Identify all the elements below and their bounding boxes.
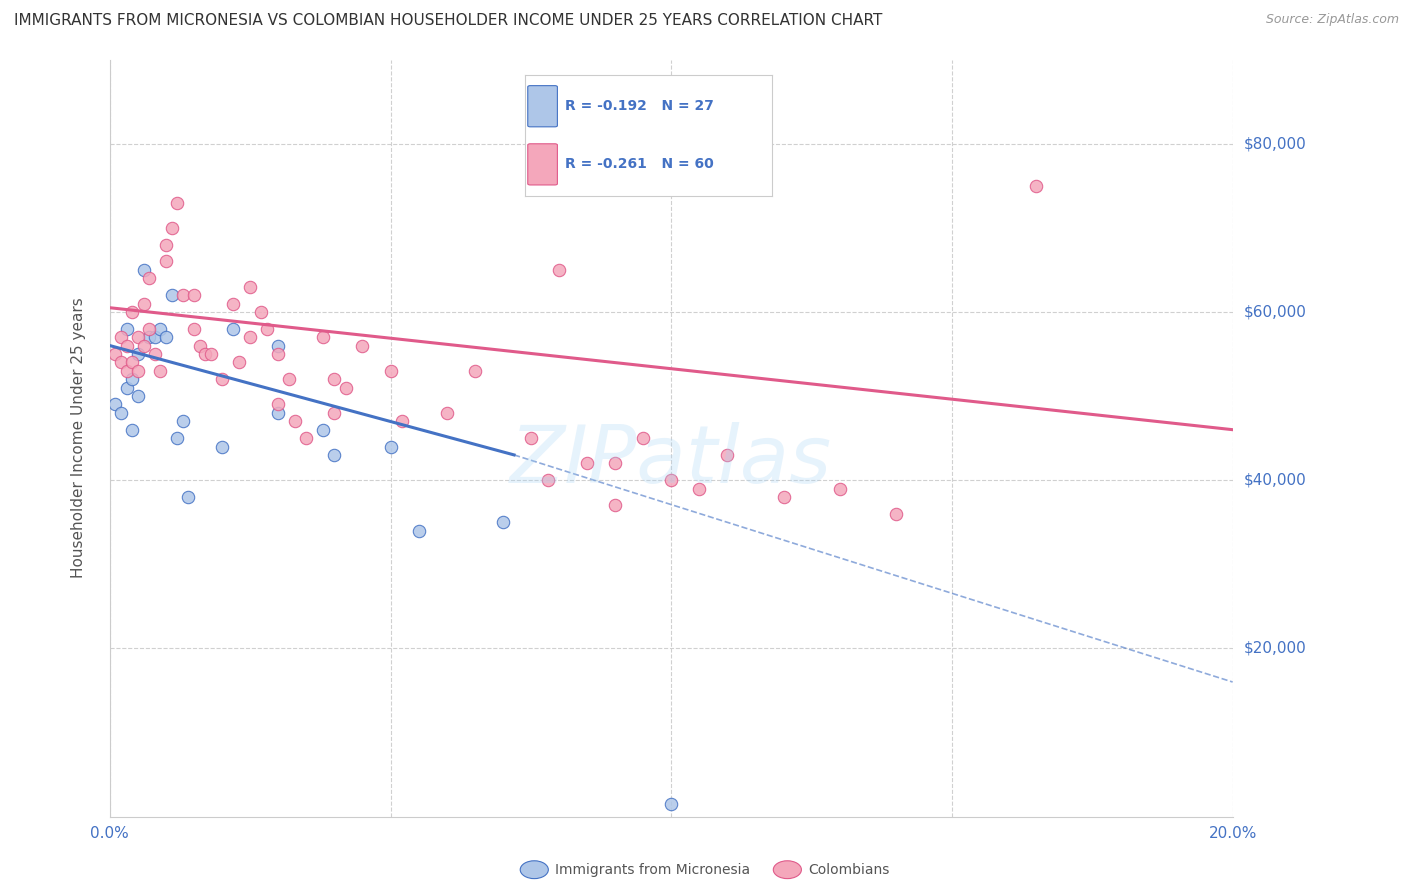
Point [115,338,138,352]
Text: $40,000: $40,000 [1244,473,1306,488]
Point [492,515,515,529]
Point [115,364,138,378]
Point [127,364,149,378]
Point [121,423,143,437]
Point [284,414,307,428]
Point [312,330,335,344]
Point [631,431,654,445]
Point [239,330,262,344]
Point [323,448,346,462]
Point [138,330,160,344]
Point [772,490,794,504]
Point [211,440,233,454]
Point [110,330,132,344]
Point [183,322,205,336]
Point [548,263,571,277]
Point [132,263,155,277]
Point [228,355,250,369]
Point [603,456,626,470]
Point [295,431,318,445]
Point [143,347,166,361]
Text: ZIPatlas: ZIPatlas [510,422,832,500]
Point [166,431,188,445]
Point [267,406,290,420]
Point [828,482,851,496]
Point [121,305,143,319]
Point [110,406,132,420]
Text: $80,000: $80,000 [1244,136,1306,152]
Point [211,372,233,386]
Point [323,406,346,420]
Point [335,381,357,395]
Point [267,397,290,411]
Point [121,372,143,386]
Point [104,347,127,361]
Point [256,322,278,336]
Point [166,195,188,210]
Point [160,220,183,235]
Point [408,524,430,538]
Point [155,254,177,268]
Point [576,456,599,470]
Point [278,372,301,386]
Y-axis label: Householder Income Under 25 years: Householder Income Under 25 years [72,298,86,579]
Point [127,389,149,403]
Point [132,296,155,310]
Point [115,322,138,336]
Point [115,381,138,395]
Point [603,499,626,513]
Point [436,406,458,420]
Point [138,322,160,336]
Point [884,507,907,521]
Point [138,271,160,285]
Point [127,330,149,344]
Point [239,279,262,293]
Text: Source: ZipAtlas.com: Source: ZipAtlas.com [1265,13,1399,27]
Point [222,296,245,310]
Point [1025,178,1047,193]
Point [537,473,560,487]
Point [352,338,374,352]
Point [121,355,143,369]
Point [177,490,200,504]
Point [222,322,245,336]
Text: Colombians: Colombians [808,863,890,877]
Point [194,347,217,361]
Text: Immigrants from Micronesia: Immigrants from Micronesia [555,863,751,877]
Point [659,797,682,811]
Point [323,372,346,386]
Point [380,364,402,378]
Point [716,448,738,462]
Point [188,338,211,352]
Text: IMMIGRANTS FROM MICRONESIA VS COLOMBIAN HOUSEHOLDER INCOME UNDER 25 YEARS CORREL: IMMIGRANTS FROM MICRONESIA VS COLOMBIAN … [14,13,883,29]
Point [464,364,486,378]
Point [160,288,183,302]
Point [143,330,166,344]
Point [380,440,402,454]
Point [127,347,149,361]
Point [250,305,273,319]
Point [267,338,290,352]
Point [132,338,155,352]
Point [659,473,682,487]
Point [172,288,194,302]
Point [312,423,335,437]
Text: $60,000: $60,000 [1244,304,1306,319]
Point [183,288,205,302]
Text: $20,000: $20,000 [1244,640,1306,656]
Point [149,364,172,378]
Point [155,330,177,344]
Point [391,414,413,428]
Point [172,414,194,428]
Point [104,397,127,411]
Point [688,482,710,496]
Point [149,322,172,336]
Point [200,347,222,361]
Point [520,431,543,445]
Point [267,347,290,361]
Point [110,355,132,369]
Point [155,237,177,252]
